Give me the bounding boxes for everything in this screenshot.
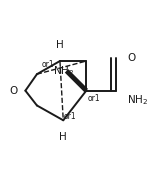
Text: O: O xyxy=(10,86,18,96)
Text: or1: or1 xyxy=(88,94,101,103)
Text: O: O xyxy=(127,53,136,63)
Text: H: H xyxy=(59,132,67,142)
Text: or1: or1 xyxy=(42,60,54,69)
Text: H: H xyxy=(56,40,64,49)
Text: NH$_2$: NH$_2$ xyxy=(127,94,149,107)
Text: or1: or1 xyxy=(63,112,76,121)
Text: NH$_2$: NH$_2$ xyxy=(53,64,74,78)
